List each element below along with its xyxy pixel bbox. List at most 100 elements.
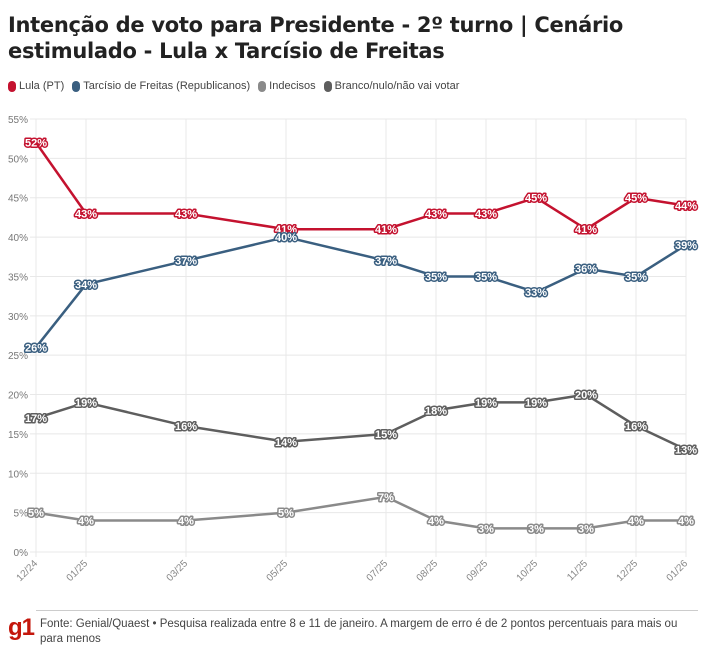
data-label: 14% <box>275 437 297 449</box>
grid <box>30 118 687 557</box>
data-label: 15% <box>375 429 397 441</box>
data-label-halo: 34% <box>75 279 97 291</box>
data-label: 52% <box>25 138 47 150</box>
chart-title: Intenção de voto para Presidente - 2º tu… <box>8 13 624 63</box>
series-line-3 <box>35 393 687 451</box>
y-tick-label: 10% <box>8 469 28 480</box>
data-label-halo: 20% <box>575 390 597 402</box>
data-label-halo: 17% <box>25 413 47 425</box>
data-label: 3% <box>478 523 494 535</box>
data-label: 17% <box>25 413 47 425</box>
data-label-halo: 4% <box>678 516 694 528</box>
data-label: 39% <box>675 240 697 252</box>
x-tick-label: 07/25 <box>365 558 391 584</box>
series-line-1 <box>35 235 687 349</box>
y-tick-label: 45% <box>8 194 28 205</box>
data-label-halo: 4% <box>178 516 194 528</box>
g1-logo: g1 <box>8 614 35 641</box>
data-labels: 52%52%43%43% 43%43%41%41% 41%41%43%43% 43%4… <box>23 136 698 537</box>
data-label: 19% <box>525 397 547 409</box>
legend-item-indecisos: Indecisos <box>258 80 316 92</box>
legend-label: Lula (PT) <box>19 80 65 92</box>
legend-label: Indecisos <box>269 80 316 92</box>
data-label: 35% <box>475 271 497 283</box>
y-axis: 0% 5% 10% 15% 20% 25% 30% 35% 40% 45% 50% 55% <box>8 115 28 559</box>
y-tick-label: 20% <box>8 391 28 402</box>
legend-swatch-branco-nulo <box>323 80 332 92</box>
data-label-halo: 4% <box>78 516 94 528</box>
series-lines <box>34 141 687 530</box>
data-label: 19% <box>75 397 97 409</box>
x-tick-label: 10/25 <box>515 558 541 584</box>
x-tick-label: 11/25 <box>565 558 590 583</box>
data-label: 20% <box>575 390 597 402</box>
data-label: 19% <box>475 397 497 409</box>
data-label-halo: 52% <box>25 138 47 150</box>
data-label-halo: 14% <box>275 437 297 449</box>
data-label-halo: 13% <box>675 445 697 457</box>
y-tick-label: 50% <box>8 154 28 165</box>
y-tick-label: 30% <box>8 312 28 323</box>
data-label: 45% <box>525 193 547 205</box>
data-label-halo: 36% <box>575 264 597 276</box>
legend-label: Branco/nulo/não vai votar <box>334 80 460 92</box>
data-label: 35% <box>625 271 647 283</box>
x-tick-label: 09/25 <box>465 558 491 584</box>
data-label: 41% <box>275 224 297 236</box>
data-label-halo: 16% <box>625 421 647 433</box>
data-label-halo: 26% <box>25 342 47 354</box>
data-label: 34% <box>75 279 97 291</box>
data-label: 7% <box>378 492 394 504</box>
y-tick-label: 40% <box>8 233 28 244</box>
data-label-halo: 44% <box>675 201 697 213</box>
data-label: 3% <box>578 523 594 535</box>
data-label-halo: 3% <box>528 523 544 535</box>
x-tick-label: 12/25 <box>615 558 641 584</box>
data-label: 3% <box>528 523 544 535</box>
data-label: 37% <box>375 256 397 268</box>
x-tick-label: 01/26 <box>665 558 691 584</box>
x-tick-label: 01/25 <box>65 558 91 584</box>
legend-item-lula: Lula (PT) <box>8 80 64 92</box>
data-label: 43% <box>175 208 197 220</box>
legend-swatch-indecisos <box>258 80 267 92</box>
x-tick-label: 12/24 <box>15 558 41 584</box>
data-label-halo: 35% <box>625 271 647 283</box>
data-label-halo: 35% <box>425 271 447 283</box>
data-label-halo: 40% <box>275 232 297 244</box>
data-label-halo: 7% <box>378 492 394 504</box>
data-label-halo: 5% <box>278 508 294 520</box>
x-axis: 12/24 01/25 03/25 05/25 07/25 08/25 09/25 10/25… <box>15 558 691 584</box>
data-label: 4% <box>678 516 694 528</box>
data-label: 45% <box>625 193 647 205</box>
x-tick-label: 05/25 <box>265 558 291 584</box>
data-label: 26% <box>25 342 47 354</box>
data-label-halo: 5% <box>28 508 44 520</box>
data-label: 41% <box>575 224 597 236</box>
data-label: 35% <box>425 271 447 283</box>
legend-item-branco-nulo: Branco/nulo/não vai votar <box>323 80 460 92</box>
data-label-halo: 19% <box>475 397 497 409</box>
data-label-halo: 19% <box>75 397 97 409</box>
data-label-halo: 41% <box>275 224 297 236</box>
data-label: 44% <box>675 201 697 213</box>
data-label-halo: 4% <box>628 516 644 528</box>
data-label: 4% <box>78 516 94 528</box>
y-tick-label: 35% <box>8 272 28 283</box>
data-label: 43% <box>425 208 447 220</box>
data-label-halo: 43% <box>425 208 447 220</box>
data-label: 18% <box>425 405 447 417</box>
data-label-halo: 43% <box>475 208 497 220</box>
data-label-halo: 3% <box>478 523 494 535</box>
series-line-2 <box>35 495 686 530</box>
data-label-halo: 45% <box>525 193 547 205</box>
y-tick-label: 25% <box>8 351 28 362</box>
data-label-halo: 37% <box>175 256 197 268</box>
data-label: 5% <box>278 508 294 520</box>
data-label-halo: 41% <box>575 224 597 236</box>
line-chart: 0% 5% 10% 15% 20% 25% 30% 35% 40% 45% 50% 55% 12/24… <box>8 115 699 584</box>
data-label: 33% <box>525 287 547 299</box>
data-label: 41% <box>375 224 397 236</box>
data-label-halo: 35% <box>475 271 497 283</box>
data-label-halo: 39% <box>675 240 697 252</box>
